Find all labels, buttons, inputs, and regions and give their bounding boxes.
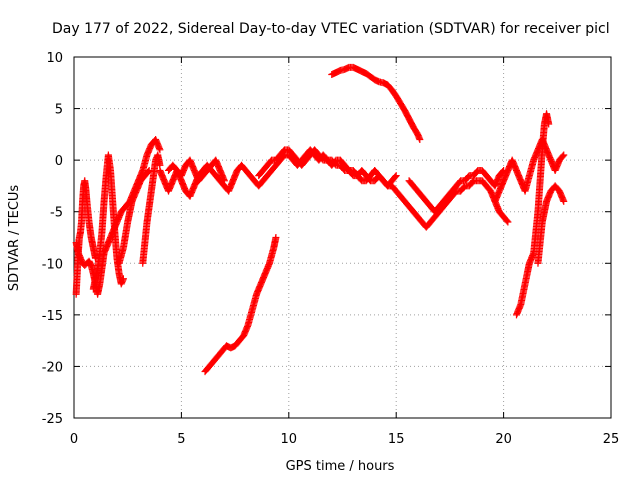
data-point-arc-7: [220, 177, 228, 185]
chart-title: Day 177 of 2022, Sidereal Day-to-day VTE…: [52, 21, 610, 37]
plot-frame: [73, 56, 612, 419]
data-point-arc-13: [545, 120, 553, 128]
y-tick-label: -10: [42, 257, 63, 272]
y-tick-label: 0: [55, 154, 63, 169]
data-point-arc-6: [392, 172, 400, 180]
y-tick-label: -15: [42, 309, 63, 324]
x-axis-label: GPS time / hours: [286, 459, 395, 474]
data-point-arc-10: [503, 217, 511, 225]
axis-ticks: 0 5 10 15 20 25 -25 -20 -15 -10 -5 0 5 10: [42, 51, 620, 447]
y-tick-label: -20: [42, 360, 63, 375]
x-tick-label: 0: [70, 432, 78, 447]
y-tick-label: -5: [50, 206, 63, 221]
y-tick-label: -25: [42, 412, 63, 427]
data-point-arc-12: [560, 151, 568, 159]
data-points: [72, 63, 568, 376]
y-tick-label: 10: [46, 51, 63, 66]
data-point-arc-9: [416, 136, 424, 144]
grid-lines: [74, 57, 611, 418]
y-axis-label: SDTVAR / TECUs: [7, 185, 22, 292]
data-point-arc-14: [560, 197, 568, 205]
data-point-arc-1: [156, 146, 164, 154]
x-tick-label: 20: [495, 432, 512, 447]
x-tick-label: 15: [388, 432, 405, 447]
data-point-arc-3: [119, 275, 127, 283]
x-tick-label: 10: [281, 432, 298, 447]
data-point-arc-15: [272, 234, 280, 241]
x-tick-label: 5: [177, 432, 185, 447]
data-point-arc-12: [559, 152, 567, 160]
y-tick-label: 5: [55, 103, 63, 118]
x-tick-label: 25: [603, 432, 620, 447]
data-point-arc-10: [504, 218, 512, 226]
data-point-arc-6: [391, 173, 399, 181]
